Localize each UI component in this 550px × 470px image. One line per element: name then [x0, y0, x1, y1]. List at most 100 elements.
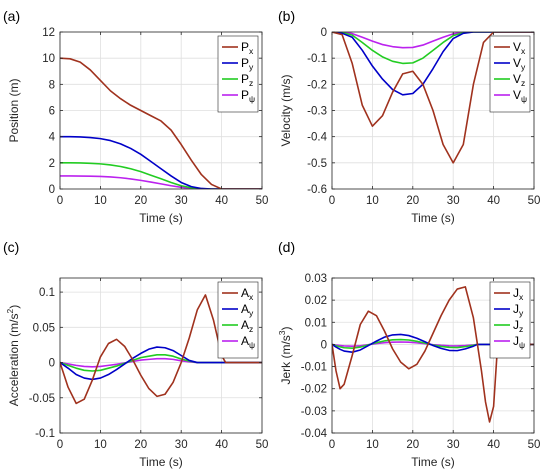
x-tick-label: 0	[329, 195, 335, 207]
y-tick-label: 0.05	[33, 322, 55, 334]
y-tick-label: -0.02	[301, 384, 327, 396]
series-line-a-y	[60, 346, 262, 381]
chart-panel-1: (a) 0 10 20 30 40 50 0 2 4 6 8 10 12 Time (s) Position …	[3, 8, 268, 225]
series-line-p-psi	[60, 175, 262, 189]
axes-box	[59, 277, 263, 434]
y-tick-label: 0	[321, 339, 327, 351]
y-tick-label: 12	[42, 27, 55, 39]
y-tick-label: -0.4	[307, 132, 327, 144]
panel-label: (d)	[278, 239, 295, 255]
y-tick-label: -0.03	[301, 406, 327, 418]
legend-entry: Pz	[241, 72, 253, 88]
x-tick-label: 10	[366, 195, 379, 207]
x-tick-label: 50	[256, 195, 269, 207]
legend-entry: Vx	[513, 40, 526, 56]
x-tick-label: 0	[57, 439, 63, 451]
x-axis-label: Time (s)	[411, 455, 455, 469]
y-tick-label: -0.05	[29, 393, 55, 405]
x-tick-label: 0	[329, 439, 335, 451]
y-tick-label: 0.03	[305, 273, 327, 285]
series-line-p-x	[60, 57, 262, 189]
x-tick-label: 30	[447, 195, 460, 207]
x-axis-label: Time (s)	[139, 211, 183, 225]
series-lines	[60, 57, 262, 189]
legend-entry: Vψ	[513, 88, 527, 104]
y-tick-label: -0.01	[301, 362, 327, 374]
y-axis-label: Velocity (m/s)	[279, 74, 293, 146]
chart-panel-3: (c) 0 10 20 30 40 50 -0.1 -0.05 0 0.05 0.1 Time (s) A…	[3, 239, 268, 469]
y-tick-label: -0.5	[307, 158, 327, 170]
y-tick-label: 0.02	[305, 295, 327, 307]
series-line-a-x	[60, 294, 262, 405]
y-tick-label: -0.3	[307, 106, 327, 118]
x-tick-label: 50	[528, 195, 541, 207]
x-tick-label: 30	[447, 439, 460, 451]
legend-entry: Ax	[241, 286, 254, 302]
series-line-v-z	[332, 32, 534, 65]
series-lines	[332, 286, 534, 423]
x-tick-label: 40	[215, 439, 228, 451]
panel-label: (a)	[3, 8, 20, 24]
y-tick-label: -0.6	[307, 184, 327, 196]
y-tick-label: 0	[49, 184, 55, 196]
axes-box	[331, 277, 535, 434]
legend-entry: Aψ	[241, 334, 255, 350]
legend-box	[489, 281, 531, 359]
y-tick-label: -0.1	[307, 53, 327, 65]
chart-panel-2: (b) 0 10 20 30 40 50 -0.6 -0.5 -0.4 -0.3 -0.2 -0.1 0 T…	[278, 8, 540, 225]
legend-entry: Px	[241, 40, 254, 56]
y-axis-label: Position (m)	[7, 78, 21, 142]
legend-box	[489, 35, 531, 113]
series-lines	[332, 32, 534, 164]
legend-entry: Jy	[513, 302, 524, 318]
series-lines	[60, 294, 262, 405]
x-axis-label: Time (s)	[411, 211, 455, 225]
y-tick-label: 4	[49, 132, 56, 144]
legend-entry: Jx	[513, 286, 524, 302]
y-tick-label: 6	[49, 106, 55, 118]
series-line-v-psi	[332, 32, 534, 49]
series-line-v-x	[332, 32, 534, 164]
x-tick-label: 40	[487, 195, 500, 207]
x-tick-label: 0	[57, 195, 63, 207]
x-tick-label: 20	[406, 439, 419, 451]
x-tick-label: 30	[175, 195, 188, 207]
legend-entry: Py	[241, 56, 254, 72]
series-line-j-x	[332, 286, 534, 423]
x-tick-label: 50	[256, 439, 269, 451]
legend-box	[217, 281, 259, 359]
x-tick-label: 30	[175, 439, 188, 451]
y-tick-label: 0.1	[39, 287, 55, 299]
y-tick-label: 8	[49, 79, 55, 91]
x-tick-label: 40	[215, 195, 228, 207]
legend-entry: Jz	[513, 318, 523, 334]
y-tick-label: 10	[42, 53, 55, 65]
legend-entry: Vy	[513, 56, 526, 72]
legend-entry: Az	[241, 318, 253, 334]
x-tick-label: 20	[134, 195, 147, 207]
y-tick-label: 0	[49, 358, 55, 370]
x-tick-label: 10	[366, 439, 379, 451]
x-tick-label: 20	[134, 439, 147, 451]
legend-box	[217, 35, 259, 113]
panel-label: (b)	[278, 8, 295, 24]
legend-entry: Ay	[241, 302, 254, 318]
panel-label: (c)	[3, 239, 19, 255]
x-tick-label: 10	[94, 195, 107, 207]
y-tick-label: 0	[321, 27, 327, 39]
x-tick-label: 10	[94, 439, 107, 451]
chart-panel-4: (d) 0 10 20 30 40 50 -0.04 -0.03 -0.02 -0.01 0 0.01 0…	[277, 239, 540, 469]
series-line-p-y	[60, 135, 262, 189]
y-axis-label: Acceleration (m/s2)	[5, 305, 21, 406]
y-tick-label: -0.04	[301, 428, 328, 440]
legend-entry: Pψ	[241, 88, 255, 104]
x-tick-label: 40	[487, 439, 500, 451]
legend-entry: Jψ	[513, 334, 525, 350]
y-tick-label: 2	[49, 158, 55, 170]
series-line-p-z	[60, 162, 262, 189]
